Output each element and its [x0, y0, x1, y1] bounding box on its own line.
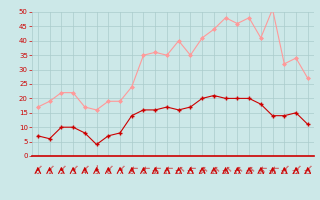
Text: ↓: ↓ — [244, 163, 254, 174]
Text: ↓: ↓ — [279, 163, 290, 174]
Text: ↓: ↓ — [115, 163, 125, 174]
Text: ↓: ↓ — [44, 163, 55, 174]
Text: ↓: ↓ — [103, 163, 114, 174]
Text: ↓: ↓ — [291, 163, 301, 174]
Text: ↓: ↓ — [32, 163, 43, 174]
Text: ↓: ↓ — [173, 163, 184, 174]
Text: ↓: ↓ — [186, 165, 195, 171]
Text: ↓: ↓ — [79, 163, 90, 174]
Text: ↓: ↓ — [268, 165, 277, 171]
Text: ↓: ↓ — [232, 163, 243, 174]
Text: ↓: ↓ — [197, 163, 208, 174]
Text: ↓: ↓ — [68, 163, 78, 174]
Text: ↓: ↓ — [302, 163, 313, 174]
Text: ↓: ↓ — [93, 164, 100, 173]
Text: ↓: ↓ — [163, 165, 172, 171]
Text: ↓: ↓ — [139, 165, 148, 171]
Text: ↓: ↓ — [127, 165, 136, 171]
Text: ↓: ↓ — [256, 165, 265, 171]
Text: ↓: ↓ — [56, 163, 67, 174]
Text: ↓: ↓ — [151, 165, 160, 171]
Text: ↓: ↓ — [208, 163, 219, 174]
Text: ↓: ↓ — [220, 163, 231, 174]
